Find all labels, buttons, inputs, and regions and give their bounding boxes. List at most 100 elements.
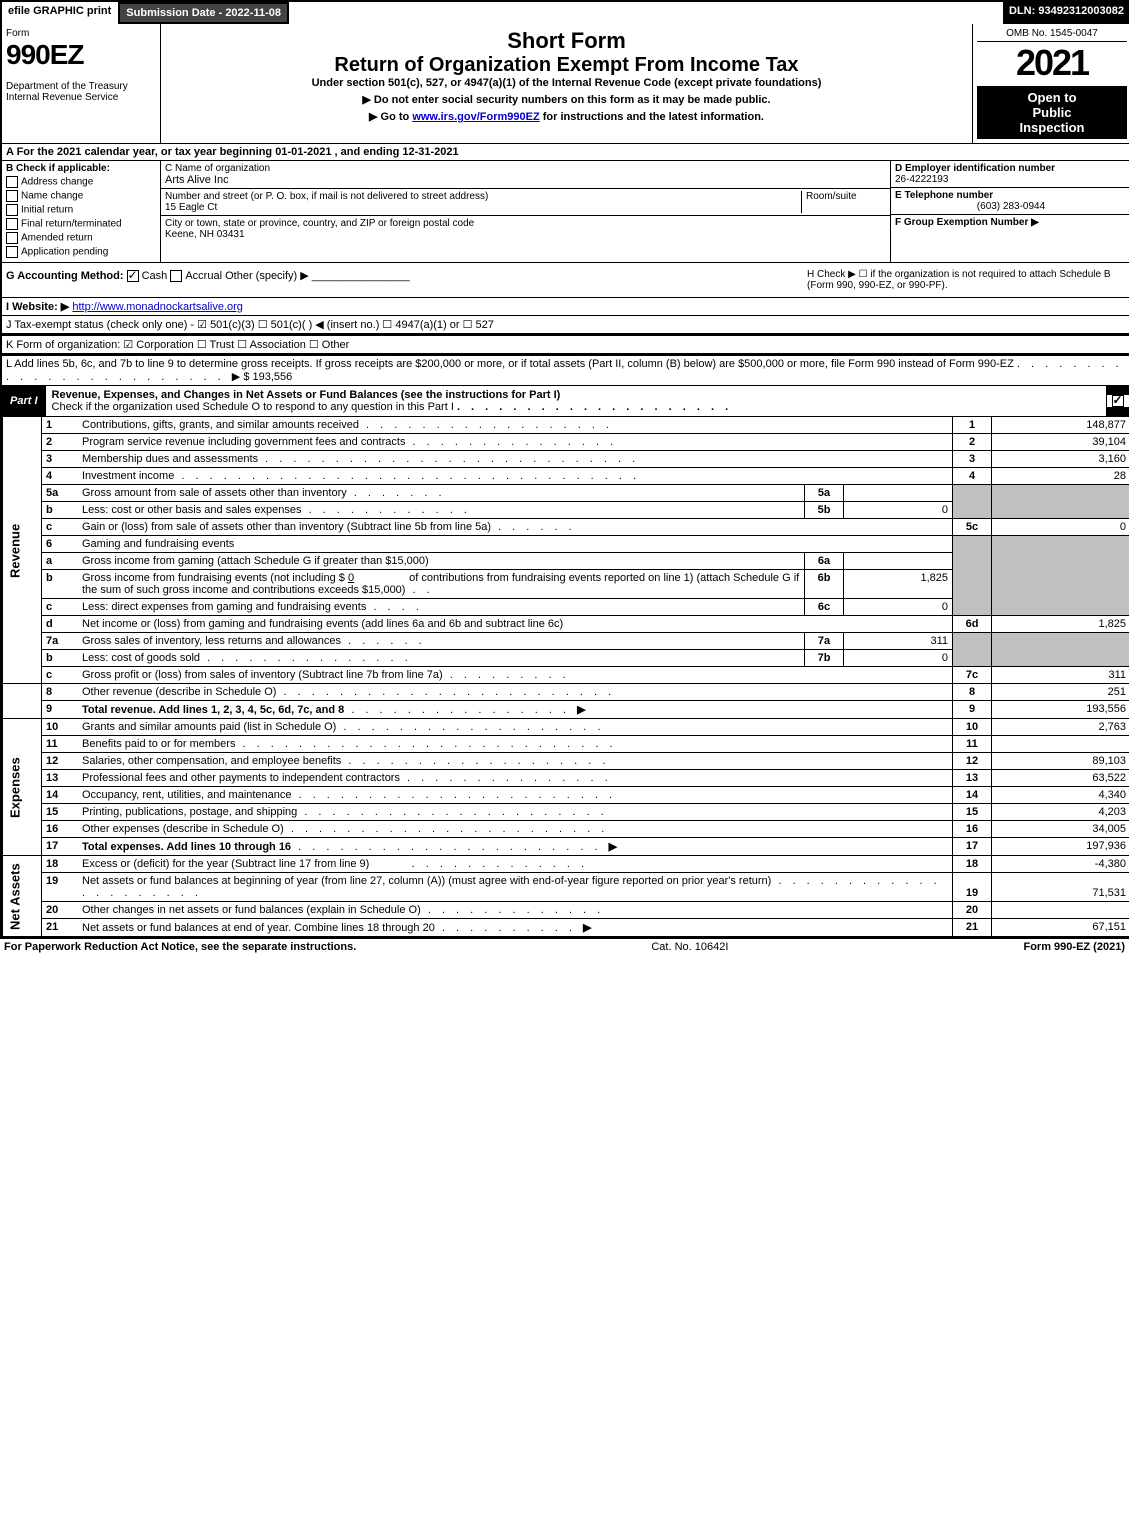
- line-1-rnum: 1: [953, 417, 992, 434]
- line-6a-mnum: 6a: [805, 553, 844, 570]
- footer-center: Cat. No. 10642I: [651, 941, 728, 953]
- irs-label: Internal Revenue Service: [6, 92, 156, 103]
- warning-text: ▶ Do not enter social security numbers o…: [165, 93, 968, 106]
- line-7c-desc: Gross profit or (loss) from sales of inv…: [78, 667, 953, 684]
- line-21-rnum: 21: [953, 919, 992, 937]
- line-5b-num: b: [42, 502, 79, 519]
- ein-value: 26-4222193: [895, 174, 1127, 185]
- chk-initial-return[interactable]: Initial return: [6, 204, 156, 216]
- street-value: 15 Eagle Ct: [165, 202, 801, 213]
- group-exemption-row: F Group Exemption Number ▶: [891, 215, 1129, 230]
- inspection-line3: Inspection: [981, 120, 1123, 135]
- inspection-box: Open to Public Inspection: [977, 86, 1127, 139]
- phone-value: (603) 283-0944: [895, 201, 1127, 212]
- chk-application-pending[interactable]: Application pending: [6, 246, 156, 258]
- line-5c-desc: Gain or (loss) from sale of assets other…: [78, 519, 953, 536]
- line-17-rnum: 17: [953, 838, 992, 856]
- line-8-rval: 251: [992, 684, 1129, 701]
- line-14-desc: Occupancy, rent, utilities, and maintena…: [78, 787, 953, 804]
- line-6d-rval: 1,825: [992, 616, 1129, 633]
- line-15-rval: 4,203: [992, 804, 1129, 821]
- chk-accrual[interactable]: [170, 270, 182, 282]
- header-center: Short Form Return of Organization Exempt…: [161, 24, 973, 143]
- line-5b-mval: 0: [844, 502, 953, 519]
- group-exemption-label: F Group Exemption Number ▶: [895, 217, 1039, 228]
- header-left: Form 990EZ Department of the Treasury In…: [2, 24, 161, 143]
- line-7c-num: c: [42, 667, 79, 684]
- line-8-rnum: 8: [953, 684, 992, 701]
- line-2-num: 2: [42, 434, 79, 451]
- line-19-rval: 71,531: [992, 873, 1129, 902]
- org-name-row: C Name of organization Arts Alive Inc: [161, 161, 890, 189]
- part-1-header: Part I Revenue, Expenses, and Changes in…: [2, 386, 1129, 416]
- subtitle: Under section 501(c), 527, or 4947(a)(1)…: [165, 77, 968, 89]
- website-label: I Website: ▶: [6, 301, 69, 313]
- line-7b-mnum: 7b: [805, 650, 844, 667]
- col-def: D Employer identification number 26-4222…: [891, 161, 1129, 262]
- line-1-num: 1: [42, 417, 79, 434]
- line-18-rval: -4,380: [992, 856, 1129, 873]
- chk-address-change[interactable]: Address change: [6, 176, 156, 188]
- return-title: Return of Organization Exempt From Incom…: [165, 54, 968, 77]
- line-17-rval: 197,936: [992, 838, 1129, 856]
- line-6d-num: d: [42, 616, 79, 633]
- street-label: Number and street (or P. O. box, if mail…: [165, 191, 801, 202]
- line-9-rnum: 9: [953, 701, 992, 719]
- chk-final-return[interactable]: Final return/terminated: [6, 218, 156, 230]
- line-19-desc: Net assets or fund balances at beginning…: [78, 873, 953, 902]
- line-17-num: 17: [42, 838, 79, 856]
- line-2-rnum: 2: [953, 434, 992, 451]
- netassets-side-label: Net Assets: [3, 856, 42, 937]
- line-18-desc: Excess or (deficit) for the year (Subtra…: [78, 856, 953, 873]
- line-7a-desc: Gross sales of inventory, less returns a…: [78, 633, 805, 650]
- dept-label: Department of the Treasury: [6, 81, 156, 92]
- line-5c-rnum: 5c: [953, 519, 992, 536]
- short-form-title: Short Form: [165, 28, 968, 54]
- line-9-desc: Total revenue. Add lines 1, 2, 3, 4, 5c,…: [78, 701, 953, 719]
- line-21-rval: 67,151: [992, 919, 1129, 937]
- line-15-num: 15: [42, 804, 79, 821]
- line-6b-desc: Gross income from fundraising events (no…: [78, 570, 805, 599]
- line-5a-mval: [844, 485, 953, 502]
- line-6-desc: Gaming and fundraising events: [78, 536, 953, 553]
- line-3-rnum: 3: [953, 451, 992, 468]
- line-13-rval: 63,522: [992, 770, 1129, 787]
- chk-amended-return[interactable]: Amended return: [6, 232, 156, 244]
- line-5c-num: c: [42, 519, 79, 536]
- line-3-desc: Membership dues and assessments . . . . …: [78, 451, 953, 468]
- irs-link[interactable]: www.irs.gov/Form990EZ: [412, 111, 539, 123]
- line-8-desc: Other revenue (describe in Schedule O) .…: [78, 684, 953, 701]
- tax-exempt-status-row: J Tax-exempt status (check only one) - ☑…: [2, 316, 1129, 334]
- part-1-title: Revenue, Expenses, and Changes in Net As…: [46, 386, 1106, 416]
- chk-cash[interactable]: [127, 270, 139, 282]
- line-10-desc: Grants and similar amounts paid (list in…: [78, 719, 953, 736]
- line-7b-mval: 0: [844, 650, 953, 667]
- line-16-desc: Other expenses (describe in Schedule O) …: [78, 821, 953, 838]
- tax-year: 2021: [977, 42, 1127, 84]
- line-6b-mnum: 6b: [805, 570, 844, 599]
- line-16-rval: 34,005: [992, 821, 1129, 838]
- line-19-rnum: 19: [953, 873, 992, 902]
- submission-date: Submission Date - 2022-11-08: [118, 2, 289, 24]
- line-14-rnum: 14: [953, 787, 992, 804]
- line-4-rval: 28: [992, 468, 1129, 485]
- schedule-o-checkbox[interactable]: [1112, 395, 1124, 407]
- line-13-num: 13: [42, 770, 79, 787]
- website-link[interactable]: http://www.monadnockartsalive.org: [72, 301, 243, 313]
- line-9-rval: 193,556: [992, 701, 1129, 719]
- line-15-desc: Printing, publications, postage, and shi…: [78, 804, 953, 821]
- line-4-desc: Investment income . . . . . . . . . . . …: [78, 468, 953, 485]
- chk-name-change[interactable]: Name change: [6, 190, 156, 202]
- form-of-org-row: K Form of organization: ☑ Corporation ☐ …: [2, 334, 1129, 354]
- line-6a-desc: Gross income from gaming (attach Schedul…: [78, 553, 805, 570]
- line-7a-num: 7a: [42, 633, 79, 650]
- line-20-num: 20: [42, 902, 79, 919]
- line-12-rval: 89,103: [992, 753, 1129, 770]
- phone-label: E Telephone number: [895, 190, 1127, 201]
- line-8-num: 8: [42, 684, 79, 701]
- line-4-num: 4: [42, 468, 79, 485]
- line-20-rnum: 20: [953, 902, 992, 919]
- part-1-subtitle: Check if the organization used Schedule …: [52, 401, 454, 413]
- line-13-desc: Professional fees and other payments to …: [78, 770, 953, 787]
- line-20-rval: [992, 902, 1129, 919]
